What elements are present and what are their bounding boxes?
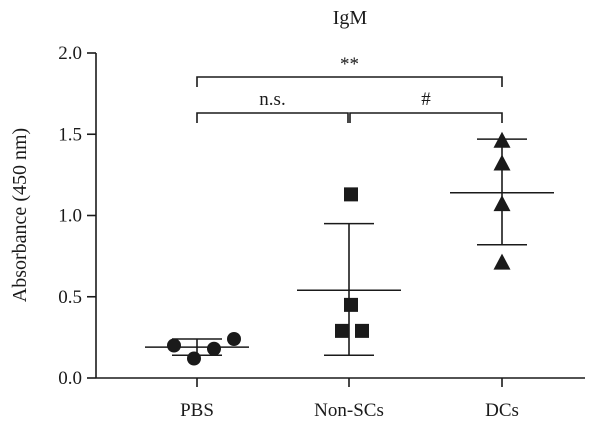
data-point [493, 154, 511, 171]
data-point [355, 323, 369, 338]
x-tick-label: Non-SCs [314, 400, 384, 421]
significance-label: # [421, 89, 431, 110]
data-point [344, 187, 358, 202]
axes: 0.0 0.5 1.0 1.5 2.0 PBS Non-SCs DCs [58, 43, 585, 421]
significance-bracket: ** [196, 54, 503, 87]
y-tick-label: 0.0 [58, 368, 82, 389]
bracket-line [196, 112, 349, 123]
data-point [187, 351, 201, 366]
significance-label: ** [340, 54, 359, 75]
data-point [493, 253, 511, 270]
group-pbs [145, 332, 249, 366]
bracket-line [349, 112, 503, 123]
y-tick-label: 0.5 [58, 287, 82, 308]
y-tick-label: 1.0 [58, 206, 82, 227]
y-axis-label: Absorbance (450 nm) [9, 128, 31, 302]
data-point [167, 338, 181, 353]
x-tick-label: PBS [180, 400, 214, 421]
data-point [335, 323, 349, 338]
significance-brackets: n.s. # ** [196, 54, 503, 123]
significance-label: n.s. [259, 89, 285, 110]
chart-title: IgM [333, 7, 368, 29]
data-point [493, 131, 511, 148]
y-tick-label: 1.5 [58, 124, 82, 145]
group-non-scs [297, 187, 401, 357]
y-tick-label: 2.0 [58, 43, 82, 64]
data-point [207, 341, 221, 356]
x-tick-label: DCs [485, 400, 519, 421]
data-point [344, 297, 358, 312]
significance-bracket: # [349, 89, 503, 123]
data-point [227, 332, 241, 346]
bracket-line [196, 76, 503, 87]
significance-bracket: n.s. [196, 89, 349, 123]
group-dcs [450, 131, 554, 270]
data-groups [145, 131, 554, 366]
data-point [493, 195, 511, 212]
